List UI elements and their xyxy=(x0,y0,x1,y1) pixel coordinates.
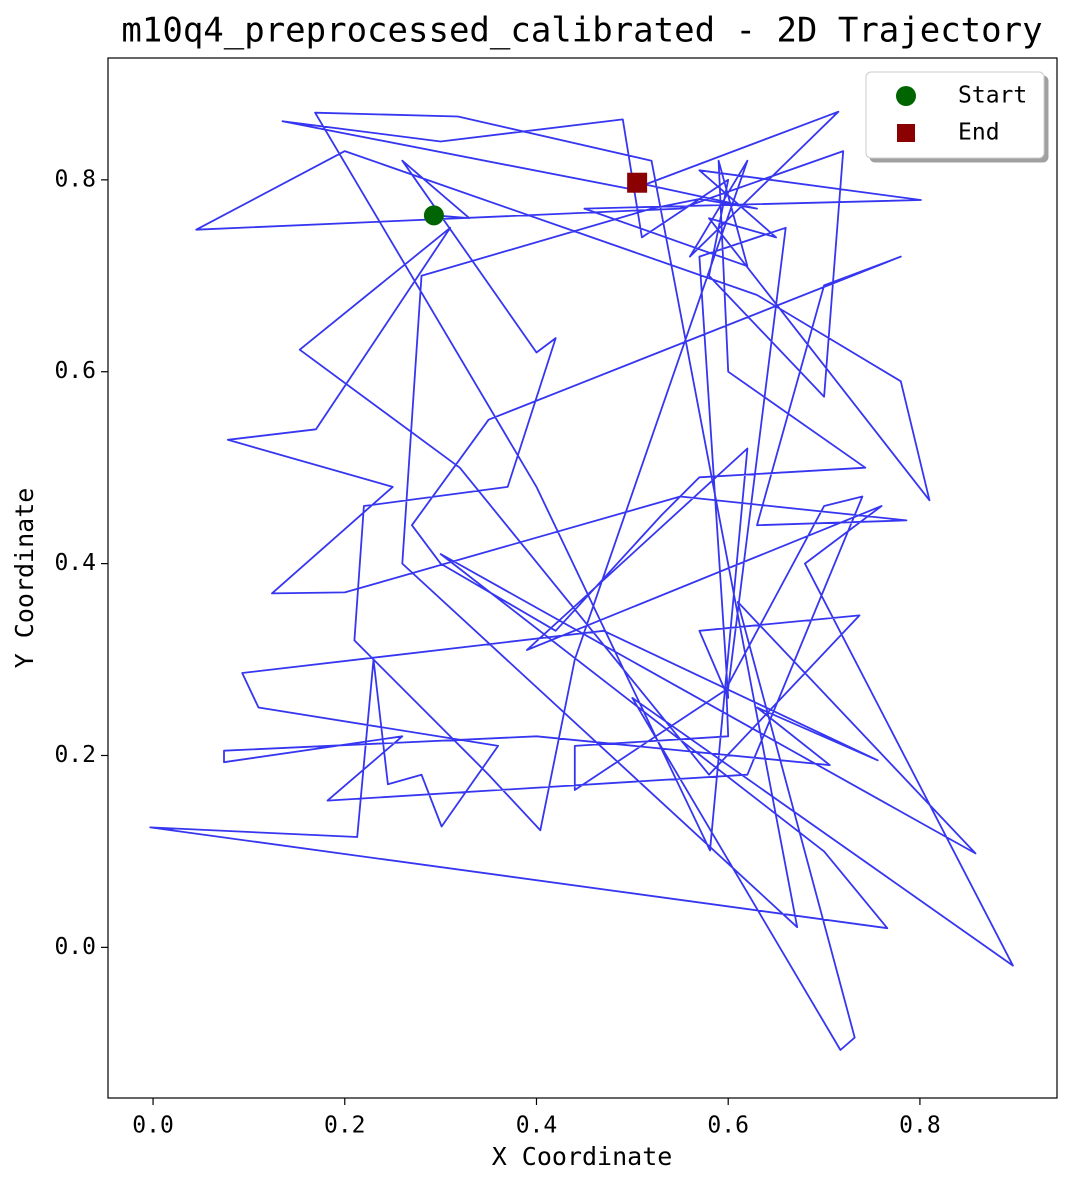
x-axis-label: X Coordinate xyxy=(492,1142,673,1171)
chart-title: m10q4_preprocessed_calibrated - 2D Traje… xyxy=(121,11,1042,51)
x-tick-label: 0.6 xyxy=(707,1113,749,1139)
plot-frame xyxy=(107,57,1058,1099)
legend-label: Start xyxy=(958,83,1027,109)
y-tick-label: 0.4 xyxy=(54,550,96,576)
legend-symbol xyxy=(897,124,915,142)
legend-label: End xyxy=(958,120,1000,146)
legend: Start End xyxy=(865,71,1045,159)
marker-circle xyxy=(423,205,444,226)
legend-symbol xyxy=(896,86,916,106)
y-tick-label: 0.2 xyxy=(54,742,96,768)
y-tick-label: 0.8 xyxy=(54,166,96,192)
y-tick-label: 0.6 xyxy=(54,358,96,384)
trajectory-line xyxy=(149,110,1014,1051)
x-tick-label: 0.8 xyxy=(899,1113,941,1139)
x-tick-label: 0.4 xyxy=(516,1113,558,1139)
x-tick-label: 0.0 xyxy=(132,1113,174,1139)
y-tick-label: 0.0 xyxy=(54,934,96,960)
y-axis-label: Y Coordinate xyxy=(10,488,39,669)
x-tick-label: 0.2 xyxy=(324,1113,366,1139)
marker-square xyxy=(627,172,648,193)
